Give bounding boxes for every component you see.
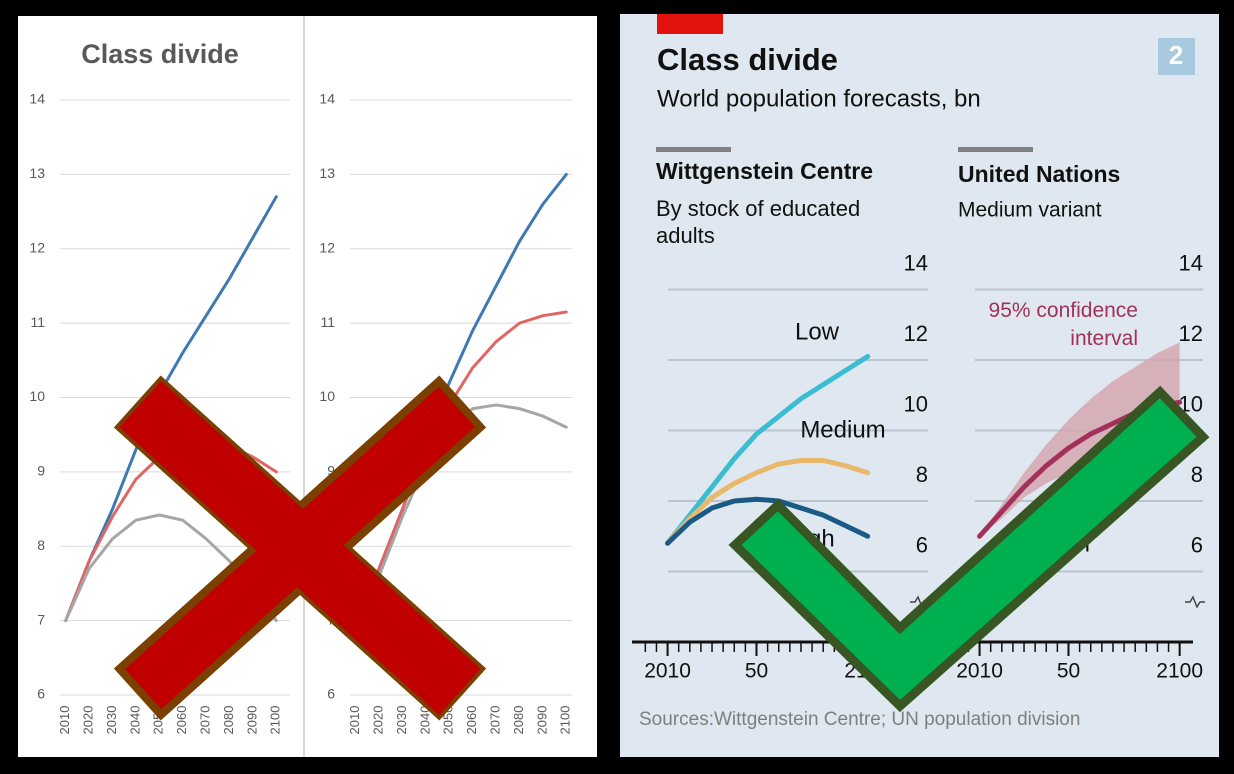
left-panel: [18, 16, 597, 757]
y-tick-label: 9: [327, 463, 335, 479]
subtitle: World population forecasts, bn: [657, 85, 981, 112]
axis-break: [1185, 595, 1205, 609]
y-tick-label: 12: [1179, 321, 1203, 346]
y-tick-label: 6: [327, 686, 335, 702]
heading-bar: [958, 147, 1033, 152]
x-tick-label: 2010: [347, 706, 362, 735]
y-tick-label: 7: [37, 611, 45, 627]
y-tick-label: 13: [319, 165, 335, 181]
x-tick-label: 2100: [1156, 660, 1203, 683]
series-line: [354, 310, 568, 623]
x-tick-label: 2090: [534, 706, 549, 735]
chart-note: Medium variant: [958, 199, 1102, 222]
y-tick-label: 9: [37, 463, 45, 479]
x-tick-label: 2040: [127, 706, 142, 735]
x-tick-label: 2080: [511, 706, 526, 735]
x-tick-label: 2040: [417, 706, 432, 735]
x-tick-label: 50: [1057, 660, 1080, 683]
series-label: Medium: [800, 416, 885, 443]
y-tick-label: 10: [904, 391, 928, 416]
y-tick-label: 8: [37, 537, 45, 553]
x-tick-label: 2010: [644, 660, 691, 683]
y-tick-label: 14: [29, 91, 45, 107]
y-tick-label: 12: [319, 239, 335, 255]
y-tick-label: 12: [29, 239, 45, 255]
y-tick-label: 8: [1191, 462, 1203, 487]
y-tick-label: 8: [916, 462, 928, 487]
band-label: 95% confidence interval: [989, 299, 1138, 350]
cross-fill: [119, 381, 481, 715]
heading-bar: [656, 147, 731, 152]
chart-note: By stock of educated adults: [656, 196, 861, 248]
x-tick-label: 2020: [371, 706, 386, 735]
y-tick-label: 10: [29, 388, 45, 404]
chart-heading: United Nations: [958, 161, 1120, 187]
x-tick-label: 2020: [81, 706, 96, 735]
x-tick-label: 2030: [394, 706, 409, 735]
y-tick-label: 14: [319, 91, 335, 107]
series-line: [665, 496, 871, 546]
y-tick-label: 6: [37, 686, 45, 702]
y-tick-label: 11: [30, 314, 45, 330]
x-tick-label: 2090: [244, 706, 259, 735]
x-tick-label: 2010: [956, 660, 1003, 683]
x-tick-label: 2060: [464, 706, 479, 735]
x-tick-label: 2080: [221, 706, 236, 735]
series-label: Low: [795, 318, 840, 345]
left-title: Class divide: [81, 39, 239, 69]
x-tick-label: 2100: [558, 706, 573, 735]
y-tick-label: 12: [904, 321, 928, 346]
y-tick-label: 11: [320, 314, 335, 330]
y-tick-label: 6: [1191, 532, 1203, 557]
chart-heading: Wittgenstein Centre: [656, 158, 873, 184]
y-tick-label: 10: [319, 388, 335, 404]
x-tick-label: 2010: [57, 706, 72, 735]
y-tick-label: 14: [904, 250, 928, 275]
x-tick-label: 50: [745, 660, 768, 683]
x-tick-label: 2100: [268, 706, 283, 735]
series-line: [64, 195, 278, 623]
red-tag: [657, 14, 723, 34]
series-line: [665, 457, 871, 546]
x-tick-label: 2070: [488, 706, 503, 735]
check-mark: [728, 385, 1210, 713]
right-title: Class divide: [657, 42, 838, 77]
badge: 2: [1169, 40, 1183, 70]
badge-box: [1158, 38, 1195, 75]
y-tick-label: 14: [1179, 250, 1203, 275]
y-tick-label: 13: [29, 165, 45, 181]
x-tick-label: 2070: [198, 706, 213, 735]
x-tick-label: 2030: [104, 706, 119, 735]
source: Sources:Wittgenstein Centre; UN populati…: [639, 709, 1080, 730]
series-line: [665, 353, 871, 546]
y-tick-label: 6: [916, 532, 928, 557]
x-tick-label: 2060: [174, 706, 189, 735]
